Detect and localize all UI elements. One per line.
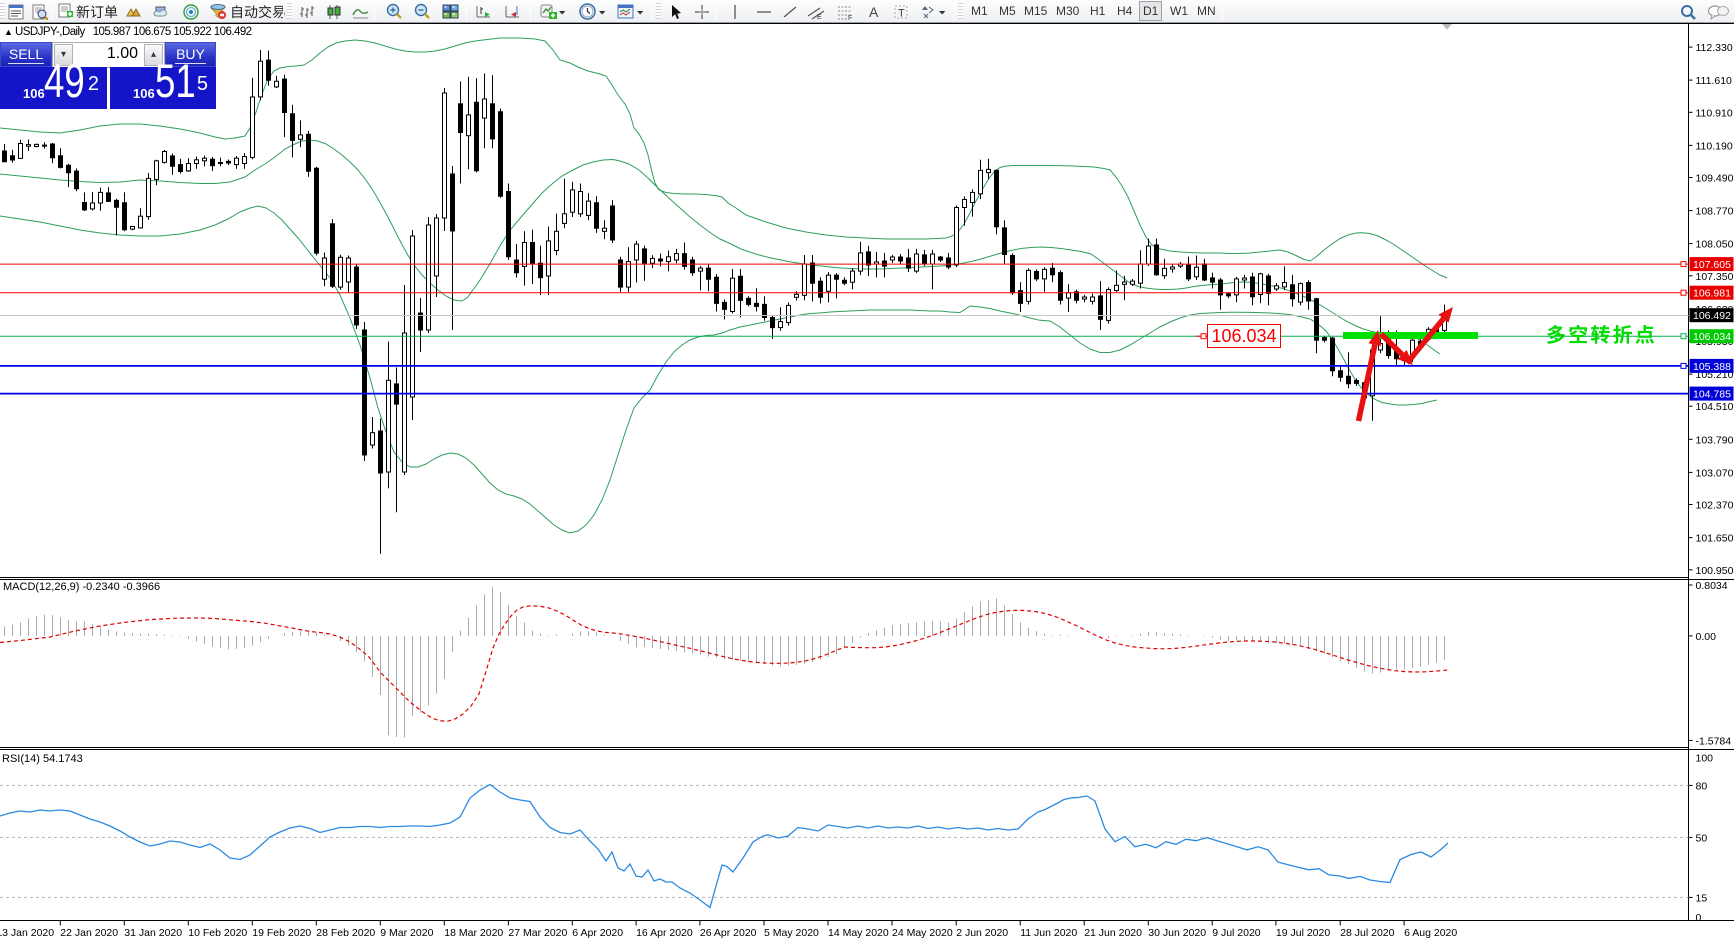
svg-text:28 Jul 2020: 28 Jul 2020 xyxy=(1340,927,1394,939)
svg-text:11 Jun 2020: 11 Jun 2020 xyxy=(1020,927,1077,939)
svg-text:15: 15 xyxy=(1696,892,1708,904)
svg-text:13 Jan 2020: 13 Jan 2020 xyxy=(0,927,54,939)
svg-text:-1.5784: -1.5784 xyxy=(1696,735,1732,747)
svg-text:RSI(14) 54.1743: RSI(14) 54.1743 xyxy=(2,753,83,765)
svg-text:106.034: 106.034 xyxy=(1211,326,1276,346)
svg-text:104.510: 104.510 xyxy=(1696,401,1734,413)
svg-text:E: E xyxy=(817,14,822,20)
svg-text:50: 50 xyxy=(1696,832,1708,844)
svg-text:5 May 2020: 5 May 2020 xyxy=(764,927,819,939)
svg-text:110.910: 110.910 xyxy=(1696,107,1733,119)
svg-text:19 Jul 2020: 19 Jul 2020 xyxy=(1276,927,1330,939)
svg-text:100: 100 xyxy=(1696,752,1714,764)
svg-text:108.770: 108.770 xyxy=(1696,206,1734,218)
svg-text:104.785: 104.785 xyxy=(1693,389,1731,401)
svg-text:30 Jun 2020: 30 Jun 2020 xyxy=(1148,927,1206,939)
svg-text:100.950: 100.950 xyxy=(1696,565,1734,577)
svg-text:112.330: 112.330 xyxy=(1696,42,1733,54)
svg-text:19 Feb 2020: 19 Feb 2020 xyxy=(252,927,311,939)
svg-text:0.8034: 0.8034 xyxy=(1696,580,1728,592)
svg-text:6 Aug 2020: 6 Aug 2020 xyxy=(1404,927,1457,939)
svg-text:21 Jun 2020: 21 Jun 2020 xyxy=(1084,927,1142,939)
svg-text:106.981: 106.981 xyxy=(1693,288,1731,300)
svg-text:10 Feb 2020: 10 Feb 2020 xyxy=(188,927,247,939)
svg-text:109.490: 109.490 xyxy=(1696,173,1734,185)
svg-text:0.00: 0.00 xyxy=(1696,631,1717,643)
svg-text:9 Jul 2020: 9 Jul 2020 xyxy=(1212,927,1261,939)
svg-text:16 Apr 2020: 16 Apr 2020 xyxy=(636,927,693,939)
svg-text:26 Apr 2020: 26 Apr 2020 xyxy=(700,927,757,939)
svg-text:103.070: 103.070 xyxy=(1696,467,1734,479)
svg-text:106.034: 106.034 xyxy=(1693,331,1731,343)
svg-text:110.190: 110.190 xyxy=(1696,140,1733,152)
svg-text:22 Jan 2020: 22 Jan 2020 xyxy=(60,927,118,939)
svg-text:31 Jan 2020: 31 Jan 2020 xyxy=(124,927,182,939)
svg-text:A: A xyxy=(869,4,879,20)
svg-text:107.350: 107.350 xyxy=(1696,271,1734,283)
svg-text:103.790: 103.790 xyxy=(1696,434,1734,446)
svg-text:F: F xyxy=(848,15,852,20)
svg-text:18 Mar 2020: 18 Mar 2020 xyxy=(444,927,503,939)
svg-text:0: 0 xyxy=(1696,912,1702,924)
svg-text:102.370: 102.370 xyxy=(1696,500,1734,512)
svg-text:MACD(12,26,9) -0.2340 -0.3966: MACD(12,26,9) -0.2340 -0.3966 xyxy=(3,581,160,593)
svg-text:2 Jun 2020: 2 Jun 2020 xyxy=(956,927,1008,939)
svg-text:105.388: 105.388 xyxy=(1693,361,1731,373)
svg-text:80: 80 xyxy=(1696,780,1708,792)
svg-text:27 Mar 2020: 27 Mar 2020 xyxy=(508,927,567,939)
svg-text:T: T xyxy=(898,7,905,19)
svg-text:14 May 2020: 14 May 2020 xyxy=(828,927,889,939)
svg-text:111.610: 111.610 xyxy=(1696,75,1733,87)
svg-text:106.492: 106.492 xyxy=(1693,310,1731,322)
svg-text:28 Feb 2020: 28 Feb 2020 xyxy=(316,927,375,939)
svg-text:9 Mar 2020: 9 Mar 2020 xyxy=(380,927,433,939)
svg-text:24 May 2020: 24 May 2020 xyxy=(892,927,953,939)
svg-text:108.050: 108.050 xyxy=(1696,239,1734,251)
svg-text:6 Apr 2020: 6 Apr 2020 xyxy=(572,927,623,939)
svg-text:101.650: 101.650 xyxy=(1696,533,1734,545)
svg-text:107.605: 107.605 xyxy=(1693,259,1731,271)
